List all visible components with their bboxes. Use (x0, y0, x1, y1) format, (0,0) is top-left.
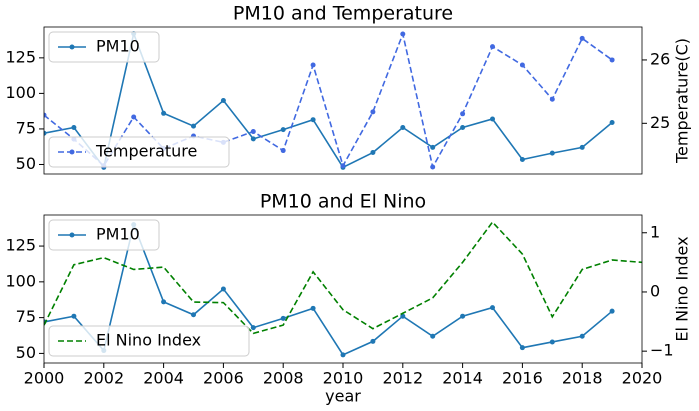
y2-tick-label: 1 (650, 222, 660, 241)
x-tick-label: 2000 (24, 369, 65, 388)
point (579, 35, 585, 41)
point (310, 62, 316, 68)
x-tick-label: 2008 (263, 369, 304, 388)
series-line (44, 31, 613, 170)
series (44, 220, 642, 335)
x-tick-label: 2014 (442, 369, 483, 388)
point (220, 286, 226, 292)
point (400, 125, 406, 131)
point (460, 111, 466, 117)
point (131, 114, 137, 120)
point (370, 109, 376, 115)
point (609, 120, 615, 126)
x-tick-label: 2004 (143, 369, 184, 388)
point (191, 123, 196, 129)
point (250, 325, 256, 331)
y-tick-label: 125 (5, 236, 36, 255)
point (280, 148, 286, 154)
x-tick-label: 2018 (562, 369, 603, 388)
point (310, 117, 316, 123)
point (519, 62, 525, 68)
y-tick-label: 50 (16, 343, 36, 362)
y2-axis-label: El Nino Index (673, 236, 692, 341)
point (340, 163, 346, 169)
point (430, 164, 436, 170)
legend-marker (69, 44, 75, 50)
legend-box (48, 325, 250, 357)
legend-label: PM10 (96, 37, 140, 56)
legend: PM10 (48, 31, 160, 63)
point (161, 299, 167, 305)
x-tick-label: 2016 (502, 369, 543, 388)
x-tick-label: 2002 (83, 369, 124, 388)
point (579, 144, 585, 150)
y-tick-label: 125 (5, 47, 36, 66)
chart-title: PM10 and El Nino (260, 191, 426, 213)
x-tick-label: 2012 (382, 369, 423, 388)
point (460, 125, 466, 131)
legend-box (48, 219, 160, 251)
y-tick-label: 100 (5, 83, 36, 102)
legend-label: El Nino Index (96, 331, 201, 350)
point (460, 313, 466, 319)
point (71, 125, 77, 131)
point (44, 112, 47, 118)
point (549, 96, 555, 102)
point (519, 345, 525, 351)
point (310, 305, 316, 311)
legend-box (48, 31, 160, 63)
point (370, 150, 376, 156)
point (549, 339, 555, 345)
point (490, 305, 495, 311)
legend-label: PM10 (96, 225, 140, 244)
y2-tick-label: 0 (650, 281, 660, 300)
y-tick-label: 75 (16, 307, 36, 326)
x-axis-label: year (325, 387, 361, 406)
plot-frame (43, 214, 643, 364)
legend: PM10 (48, 219, 160, 251)
y2-axis-label: Temperature(C) (673, 38, 692, 164)
legend-marker (69, 232, 75, 238)
y2-tick-label: −1 (650, 341, 674, 360)
point (609, 308, 615, 314)
point (71, 313, 77, 319)
chart-title: PM10 and Temperature (233, 3, 453, 25)
point (44, 130, 47, 136)
point (609, 57, 615, 63)
point (519, 156, 525, 162)
legend-label: Temperature (95, 142, 197, 161)
legend: Temperature (48, 136, 230, 168)
point (579, 333, 585, 339)
point (549, 150, 555, 156)
legend-marker (69, 149, 75, 155)
point (370, 338, 376, 344)
legend-box (48, 136, 230, 168)
point (400, 31, 406, 37)
point (430, 333, 436, 339)
series-line (44, 220, 642, 335)
y-tick-label: 75 (16, 118, 36, 137)
y2-tick-label: 25 (650, 113, 670, 132)
point (191, 312, 196, 318)
point (220, 98, 226, 103)
point (340, 352, 346, 358)
point (161, 110, 167, 116)
point (490, 44, 495, 50)
y-tick-label: 50 (16, 154, 36, 173)
point (400, 313, 406, 319)
point (490, 116, 495, 122)
x-tick-label: 2010 (323, 369, 364, 388)
plot-frame (43, 26, 643, 175)
y-tick-label: 100 (5, 271, 36, 290)
legend: El Nino Index (48, 325, 250, 357)
point (250, 129, 256, 135)
point (250, 136, 256, 142)
x-tick-label: 2006 (203, 369, 244, 388)
y2-tick-label: 26 (650, 49, 670, 68)
point (280, 127, 286, 133)
point (280, 315, 286, 321)
point (430, 144, 436, 150)
x-tick-label: 2020 (622, 369, 663, 388)
